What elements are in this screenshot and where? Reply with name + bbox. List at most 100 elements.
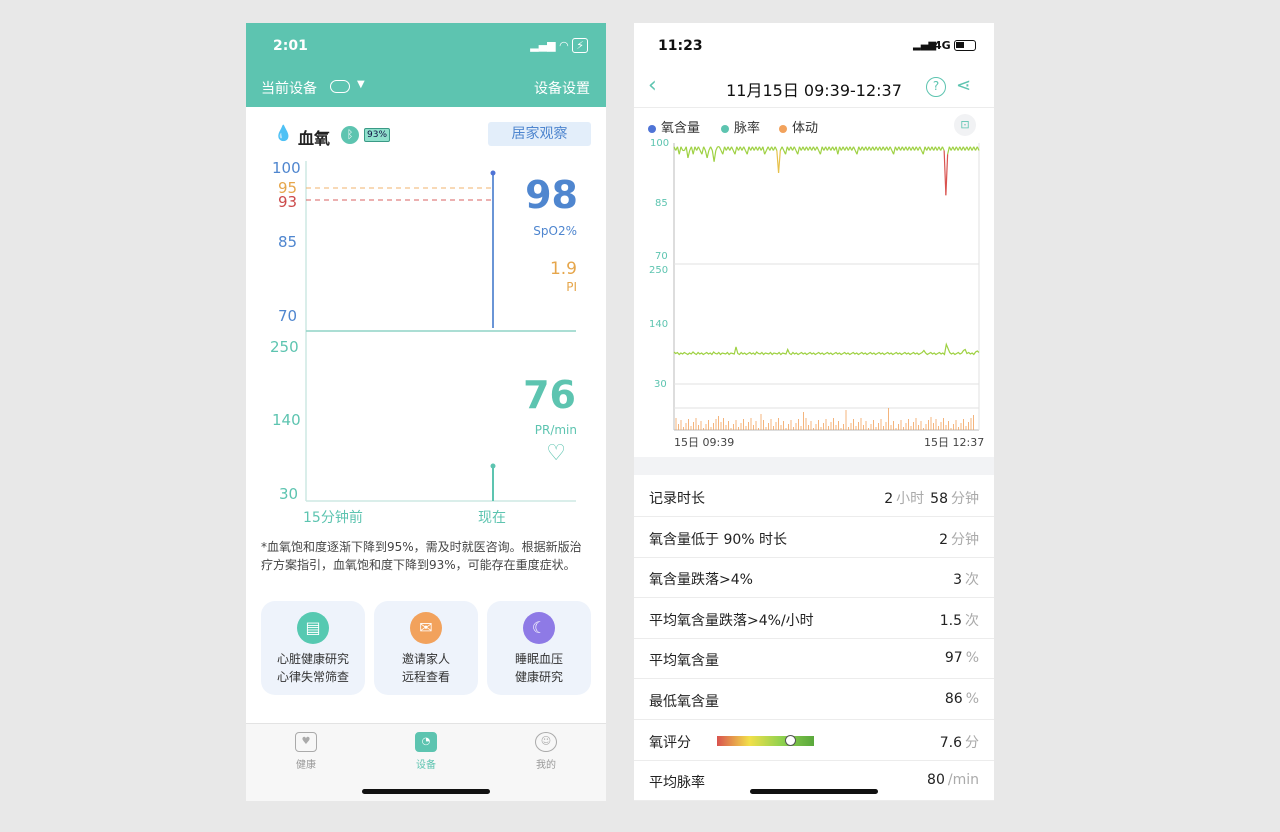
warning-note: *血氧饱和度逐渐下降到95%，需及时就医咨询。根据新版治疗方案指引，血氧饱和度下… <box>261 540 582 572</box>
pi-value: 1.9 <box>549 259 577 279</box>
spo2-tick-100: 100 <box>272 159 301 177</box>
blood-oxygen-title: 血氧 <box>298 129 331 148</box>
spo2-segment <box>976 146 980 151</box>
spo2-segment <box>852 146 856 151</box>
legend-dot-oxygen <box>648 124 656 133</box>
oxygen-score-bar <box>717 734 814 746</box>
card-heart-health-study[interactable]: ▤ 心脏健康研究 心律失常筛查 <box>261 601 365 695</box>
stat-number: 2 <box>884 491 894 507</box>
spo2-tick-93: 93 <box>278 193 298 211</box>
legend-oxygen-label: 氧含量 <box>661 121 701 136</box>
spo2-tick-70: 70 <box>278 307 298 325</box>
status-icons: ▂▄▆ ◠ ⚡ <box>530 38 588 53</box>
device-gauge-icon: ◔ <box>415 732 437 752</box>
spo2-live-point <box>490 170 496 176</box>
spo2-axis-tick-100: 100 <box>650 138 670 149</box>
spo2-segment <box>685 146 689 159</box>
profile-icon: ☺ <box>535 732 557 752</box>
spo2-segment <box>774 146 778 151</box>
spo2-segment <box>943 150 947 196</box>
spo2-segment <box>746 146 750 155</box>
spo2-segment <box>889 146 893 151</box>
pr-tick-140: 140 <box>272 411 301 429</box>
stat-value: 7.6 分 <box>940 732 979 752</box>
left-phone-screen: 2:01 ▂▄▆ ◠ ⚡ 当前设备 ▼ 设备设置 💧 血氧 ᛒ 93% 居家观察… <box>246 23 606 801</box>
spo2-segment <box>722 146 726 155</box>
spo2-tick-85: 85 <box>278 233 298 251</box>
tab-device[interactable]: ◔ 设备 <box>396 732 456 771</box>
blood-oxygen-drop-icon: 💧 <box>274 124 293 142</box>
tab-health-label: 健康 <box>296 760 316 771</box>
cellular-signal-icon: ▂▄▆ <box>913 40 937 51</box>
status-time: 11:23 <box>658 38 703 54</box>
spo2-segment <box>701 146 705 155</box>
help-icon[interactable]: ? <box>926 77 946 97</box>
stat-label: 记录时长 <box>649 491 705 507</box>
legend-dot-pulse <box>721 124 729 133</box>
card-sleep-bp-study[interactable]: ☾ 睡眠血压 健康研究 <box>487 601 591 695</box>
share-icon[interactable]: ⋖ <box>956 75 972 96</box>
device-settings-link[interactable]: 设备设置 <box>534 81 590 97</box>
spo2-axis-tick-70: 70 <box>655 251 668 262</box>
network-type: 4G <box>934 39 951 52</box>
stat-row: 平均脉率 80/min <box>634 761 994 801</box>
stat-number: 7.6 <box>939 734 962 751</box>
spo2-segment <box>710 146 713 151</box>
pr-axis-tick-30: 30 <box>654 379 667 390</box>
spo2-segment <box>678 146 682 155</box>
tab-mine[interactable]: ☺ 我的 <box>516 732 576 771</box>
back-chevron-icon[interactable]: ‹ <box>648 73 657 98</box>
chevron-down-icon[interactable]: ▼ <box>357 79 365 90</box>
spo2-tick-95: 95 <box>278 179 298 197</box>
history-chart <box>673 143 980 431</box>
tab-device-label: 设备 <box>416 760 436 771</box>
device-toggle-icon[interactable] <box>330 80 350 93</box>
pr-line <box>673 342 980 356</box>
home-indicator <box>362 789 490 794</box>
battery-charging-icon: ⚡ <box>572 38 588 53</box>
spo2-segment <box>797 146 801 155</box>
tab-health[interactable]: ♥ 健康 <box>276 732 336 771</box>
spo2-segment <box>922 146 926 155</box>
home-observe-badge[interactable]: 居家观察 <box>488 122 591 146</box>
spo2-segment <box>793 146 797 151</box>
stat-unit: /min <box>947 772 979 789</box>
signal-icon: ▂▄▆ <box>530 39 556 52</box>
card-invite-family[interactable]: ✉ 邀请家人 远程查看 <box>374 601 478 695</box>
legend-dot-motion <box>779 124 787 133</box>
stat-row: 最低氧含量 86% <box>634 680 994 720</box>
spo2-axis-tick-85: 85 <box>655 198 668 209</box>
spo2-segment <box>706 150 710 159</box>
stat-unit: 分钟 <box>951 491 979 507</box>
stat-label: 平均氧含量 <box>649 653 719 670</box>
invite-envelope-icon: ✉ <box>410 612 442 644</box>
spo2-segment <box>764 150 767 155</box>
stat-unit: % <box>965 691 979 707</box>
moon-icon: ☾ <box>523 612 555 644</box>
card-line1: 心脏健康研究 <box>276 652 349 666</box>
pr-live-point <box>490 463 496 469</box>
x-label-now: 现在 <box>478 510 506 526</box>
stat-value: 2 小时 58 分钟 <box>884 488 979 508</box>
stat-row: 记录时长 2 小时 58 分钟 <box>634 477 994 517</box>
x-label-15min-ago: 15分钟前 <box>303 510 363 526</box>
spo2-segment <box>718 146 722 151</box>
stat-label: 氧含量低于 90% 时长 <box>649 531 788 548</box>
stat-value: 97% <box>945 650 979 666</box>
motion-series <box>675 408 974 430</box>
spo2-segment <box>734 146 738 155</box>
heart-report-icon: ▤ <box>297 612 329 644</box>
device-battery-badge: 93% <box>364 128 391 142</box>
current-device-label: 当前设备 <box>261 81 317 97</box>
stat-number: 86 <box>944 691 963 707</box>
zoom-chart-icon[interactable]: ⊡ <box>954 114 976 136</box>
spo2-segment <box>945 154 949 196</box>
right-phone-screen: 11:23 ▂▄▆ 4G ‹ 11月15日 09:39-12:37 ? ⋖ 氧含… <box>634 23 994 801</box>
bottom-tab-bar: ♥ 健康 ◔ 设备 ☺ 我的 <box>246 723 606 801</box>
pr-value: 76 <box>523 373 576 417</box>
stat-unit: 分钟 <box>951 531 979 548</box>
legend-pulse-label: 脉率 <box>734 121 761 136</box>
stat-label: 最低氧含量 <box>649 694 719 710</box>
stat-number: 97 <box>944 650 963 667</box>
